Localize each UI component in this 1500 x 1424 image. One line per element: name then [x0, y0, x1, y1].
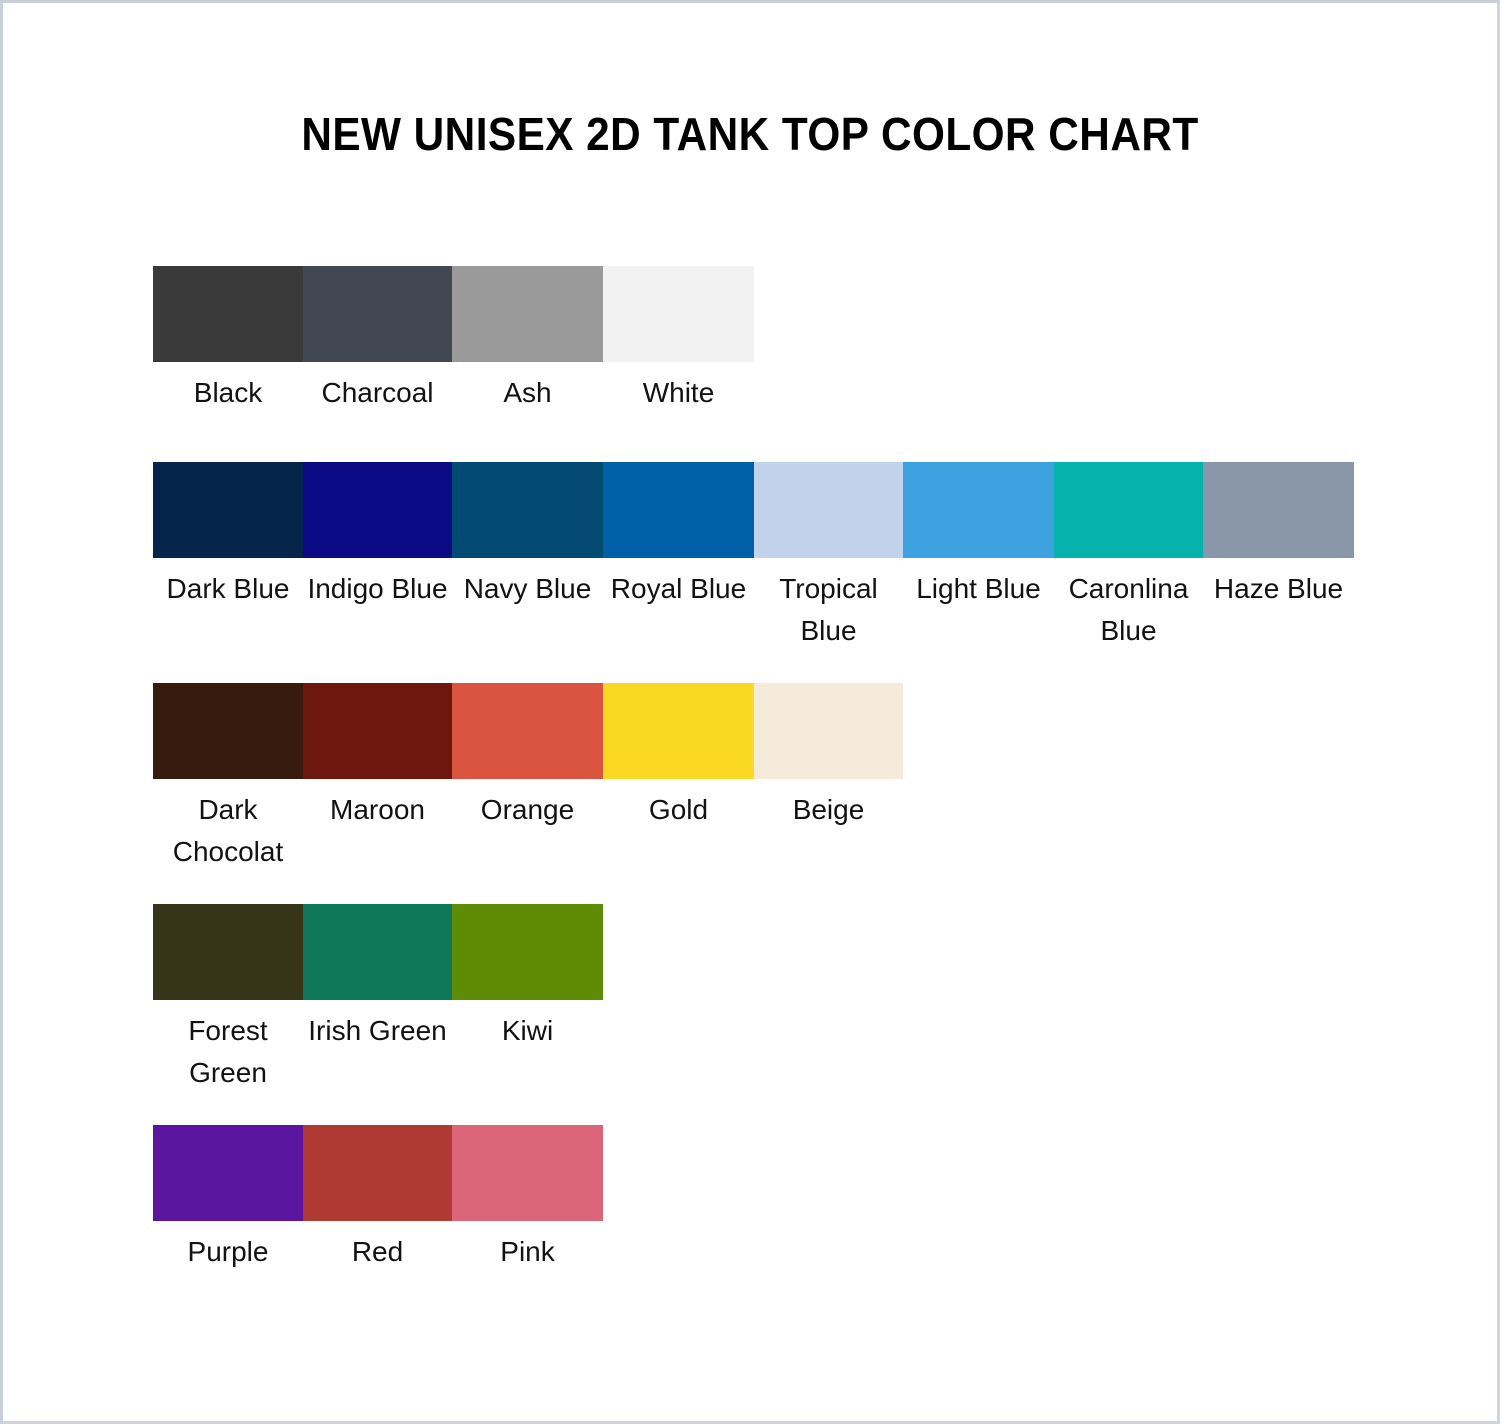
label-strip-accents: Purple Red Pink — [153, 1231, 1403, 1274]
swatch-strip-greens — [153, 903, 1403, 1000]
page-title: NEW UNISEX 2D TANK TOP COLOR CHART — [301, 108, 1199, 160]
color-swatch[interactable] — [153, 903, 303, 1000]
color-row-warms: Dark Chocolat Maroon Orange Gold Beige — [153, 682, 1403, 874]
swatch-strip-accents — [153, 1124, 1403, 1221]
color-swatch[interactable] — [153, 266, 303, 362]
color-swatch[interactable] — [754, 461, 903, 558]
label-strip-neutrals: Black Charcoal Ash White — [153, 372, 1403, 415]
color-swatch[interactable] — [153, 682, 303, 779]
color-swatch[interactable] — [153, 461, 303, 558]
label-strip-warms: Dark Chocolat Maroon Orange Gold Beige — [153, 789, 1403, 874]
color-swatch[interactable] — [303, 461, 452, 558]
color-swatch[interactable] — [452, 1124, 603, 1221]
color-swatch-label: Purple — [187, 1235, 269, 1267]
color-swatch[interactable] — [903, 461, 1054, 558]
color-swatch[interactable] — [754, 682, 903, 779]
color-swatch-label: Black — [193, 377, 263, 408]
color-swatch-label: Kiwi — [501, 1014, 554, 1046]
color-swatch-label: Royal Blue — [610, 572, 747, 604]
swatch-strip-warms — [153, 682, 1403, 779]
color-swatch-label: Light Blue — [916, 572, 1041, 604]
color-swatch-label: Haze Blue — [1213, 572, 1344, 604]
color-swatch[interactable] — [303, 903, 452, 1000]
color-swatch-label: Red — [351, 1235, 404, 1267]
color-swatch[interactable] — [452, 266, 603, 362]
label-strip-greens: Forest Green Irish Green Kiwi — [153, 1010, 1403, 1095]
color-swatch-label: Beige — [792, 793, 865, 825]
color-swatch-label: Pink — [500, 1235, 555, 1267]
color-swatch[interactable] — [303, 266, 452, 362]
color-swatch-label: Charcoal — [321, 377, 434, 408]
color-swatch-label: White — [642, 377, 715, 408]
color-swatch[interactable] — [153, 1124, 303, 1221]
color-row-neutrals: Black Charcoal Ash White — [153, 266, 1403, 415]
color-swatch[interactable] — [452, 461, 603, 558]
color-swatch-label: Navy Blue — [463, 572, 592, 604]
color-swatch-label: Forest Green — [188, 1014, 268, 1089]
color-swatch[interactable] — [603, 266, 754, 362]
color-row-accents: Purple Red Pink — [153, 1124, 1403, 1274]
color-swatch-label: Indigo Blue — [307, 572, 448, 604]
color-swatch[interactable] — [1054, 461, 1203, 558]
color-swatch-label: Tropical Blue — [779, 572, 878, 647]
color-swatch-label: Caronlina Blue — [1068, 572, 1189, 647]
color-swatch[interactable] — [603, 461, 754, 558]
color-row-greens: Forest Green Irish Green Kiwi — [153, 903, 1403, 1095]
swatch-strip-neutrals — [153, 266, 1403, 362]
color-swatch[interactable] — [603, 682, 754, 779]
color-swatch-label: Gold — [648, 793, 709, 825]
label-strip-blues: Dark Blue Indigo Blue Navy Blue Royal Blue T… — [153, 568, 1403, 653]
color-swatch-label: Dark Chocolat — [172, 793, 284, 868]
color-swatch[interactable] — [452, 682, 603, 779]
color-swatch-label: Ash — [503, 377, 552, 408]
color-swatch-label: Irish Green — [308, 1014, 447, 1046]
color-row-blues: Dark Blue Indigo Blue Navy Blue Royal Blue T… — [153, 461, 1403, 653]
color-swatch-label: Dark Blue — [166, 572, 290, 604]
color-swatch-label: Orange — [480, 793, 575, 825]
color-swatch[interactable] — [303, 682, 452, 779]
color-swatch-label: Maroon — [330, 793, 425, 825]
color-swatch[interactable] — [303, 1124, 452, 1221]
swatch-strip-blues — [153, 461, 1403, 558]
color-swatch[interactable] — [452, 903, 603, 1000]
color-swatch[interactable] — [1203, 461, 1354, 558]
color-rows-container: Black Charcoal Ash White Dark Blue Indigo Bl… — [153, 266, 1403, 1273]
